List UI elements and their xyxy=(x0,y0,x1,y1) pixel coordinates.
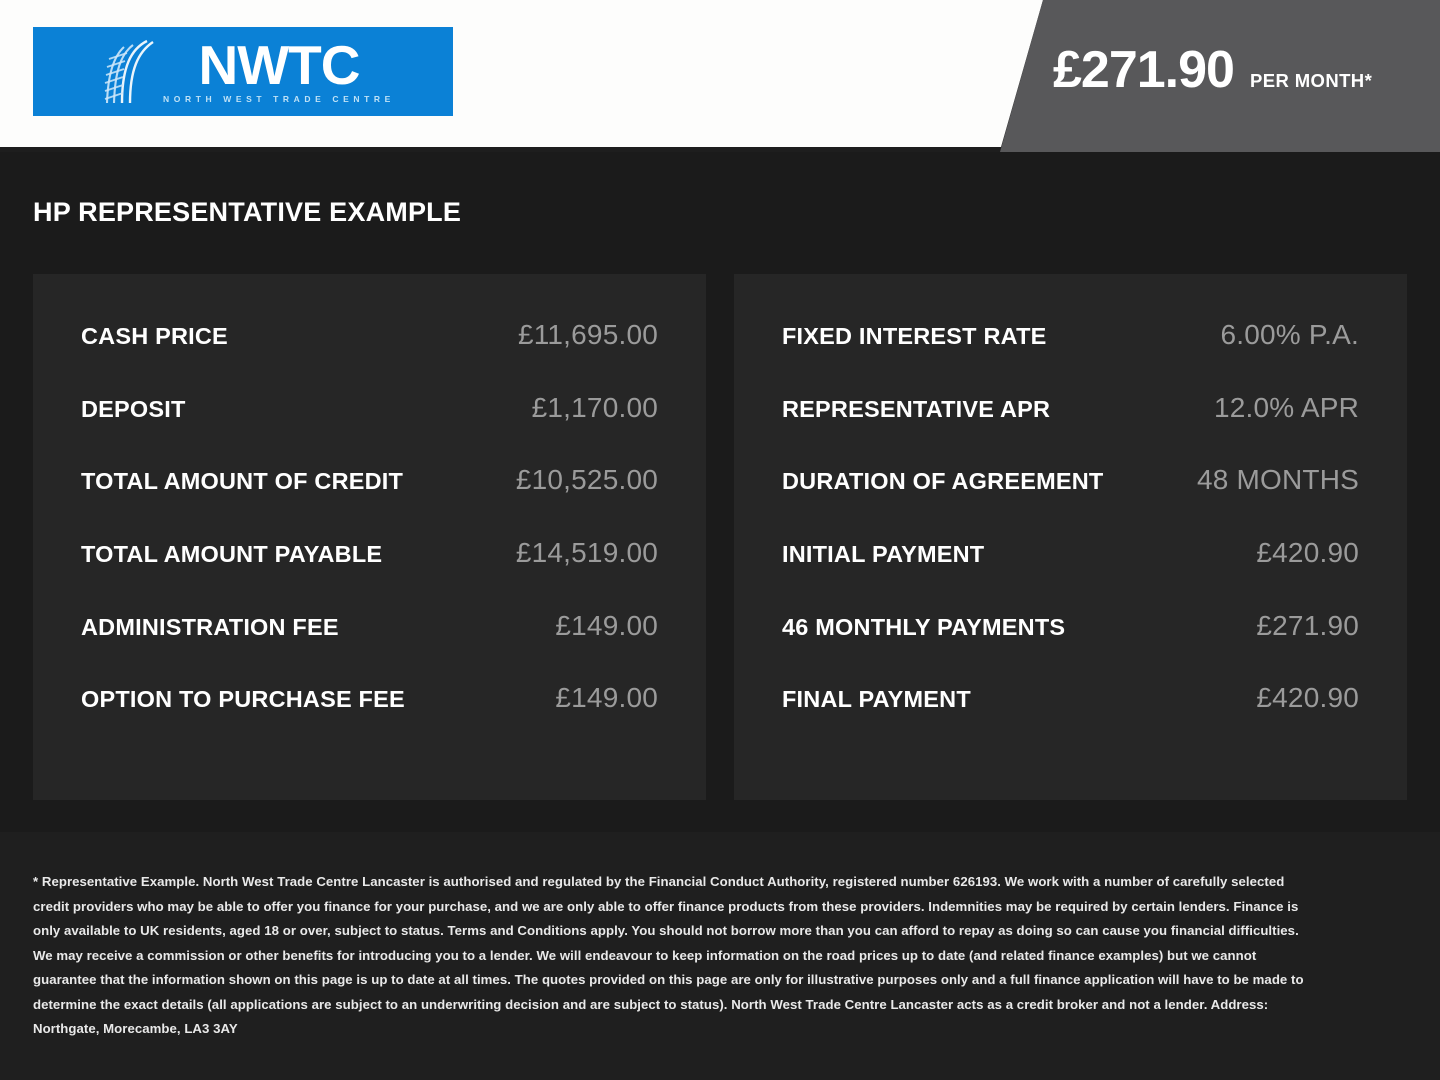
row-value: £14,519.00 xyxy=(515,537,658,569)
page-title: HP REPRESENTATIVE EXAMPLE xyxy=(33,197,462,227)
row-value: £420.90 xyxy=(1256,537,1359,569)
row-label: FINAL PAYMENT xyxy=(782,686,971,713)
row-value: 48 MONTHS xyxy=(1196,464,1359,496)
row-label: 46 MONTHLY PAYMENTS xyxy=(782,613,1066,640)
right-finance-panel: FIXED INTEREST RATE 6.00% P.A. REPRESENT… xyxy=(734,274,1407,800)
row-label: TOTAL AMOUNT OF CREDIT xyxy=(81,468,404,495)
row-label: OPTION TO PURCHASE FEE xyxy=(81,686,405,713)
row-label: INITIAL PAYMENT xyxy=(782,541,985,568)
brand-logo[interactable]: NWTC NORTH WEST TRADE CENTRE xyxy=(33,27,453,116)
price-unit-label: PER MONTH* xyxy=(1249,70,1373,91)
row-label: DURATION OF AGREEMENT xyxy=(782,468,1104,495)
table-row: TOTAL AMOUNT PAYABLE £14,519.00 xyxy=(81,537,658,610)
logo-wordmark: NWTC xyxy=(198,33,361,96)
row-value: £149.00 xyxy=(555,609,658,641)
row-value: £271.90 xyxy=(1256,609,1359,641)
row-value: £10,525.00 xyxy=(515,464,658,496)
table-row: FINAL PAYMENT £420.90 xyxy=(782,682,1359,755)
row-label: ADMINISTRATION FEE xyxy=(81,613,339,640)
row-label: REPRESENTATIVE APR xyxy=(782,395,1051,422)
row-value: £11,695.00 xyxy=(517,319,658,350)
row-label: DEPOSIT xyxy=(81,395,186,422)
table-row: CASH PRICE £11,695.00 xyxy=(81,319,658,392)
price-amount: £271.90 xyxy=(1053,41,1235,99)
logo-tagline: NORTH WEST TRADE CENTRE xyxy=(163,94,395,105)
tyre-tread-icon xyxy=(91,33,169,111)
row-label: TOTAL AMOUNT PAYABLE xyxy=(81,541,383,568)
page-header: NWTC NORTH WEST TRADE CENTRE £271.90 PER… xyxy=(0,0,1440,152)
disclaimer-text: * Representative Example. North West Tra… xyxy=(33,874,1304,1036)
row-value: £420.90 xyxy=(1256,682,1359,714)
table-row: TOTAL AMOUNT OF CREDIT £10,525.00 xyxy=(81,464,658,537)
disclaimer-section: * Representative Example. North West Tra… xyxy=(0,832,1440,1080)
table-row: FIXED INTEREST RATE 6.00% P.A. xyxy=(782,319,1359,392)
table-row: OPTION TO PURCHASE FEE £149.00 xyxy=(81,682,658,755)
row-value: £149.00 xyxy=(555,682,658,714)
table-row: REPRESENTATIVE APR 12.0% APR xyxy=(782,392,1359,465)
row-value: 6.00% P.A. xyxy=(1220,319,1359,350)
price-banner xyxy=(1000,0,1440,152)
row-value: £1,170.00 xyxy=(531,391,658,423)
row-label: CASH PRICE xyxy=(81,323,228,349)
monthly-price: £271.90 PER MONTH* xyxy=(1053,44,1372,96)
table-row: DURATION OF AGREEMENT 48 MONTHS xyxy=(782,464,1359,537)
table-row: 46 MONTHLY PAYMENTS £271.90 xyxy=(782,610,1359,683)
row-value: 12.0% APR xyxy=(1214,391,1359,423)
table-row: INITIAL PAYMENT £420.90 xyxy=(782,537,1359,610)
main-content: HP REPRESENTATIVE EXAMPLE CASH PRICE £11… xyxy=(0,152,1440,832)
row-label: FIXED INTEREST RATE xyxy=(782,323,1047,349)
finance-panels: CASH PRICE £11,695.00 DEPOSIT £1,170.00 … xyxy=(33,274,1407,800)
table-row: ADMINISTRATION FEE £149.00 xyxy=(81,610,658,683)
table-row: DEPOSIT £1,170.00 xyxy=(81,392,658,465)
left-finance-panel: CASH PRICE £11,695.00 DEPOSIT £1,170.00 … xyxy=(33,274,706,800)
